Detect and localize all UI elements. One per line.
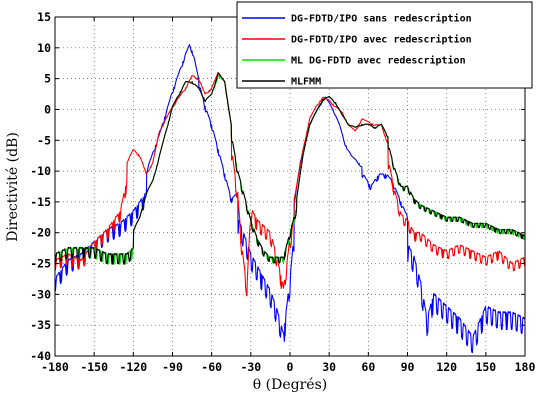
legend: DG-FDTD/IPO sans redescription DG-FDTD/IP… [236,1,533,89]
x-tick-label: 180 [515,360,536,374]
ticks: -180 -150 -120 -90 -60 -30 0 30 60 90 120 150 180151… [30,10,535,374]
y-tick-label: 10 [37,41,51,55]
y-axis-label: Directivité (dB) [5,132,21,242]
legend-label-2: DG-FDTD/IPO avec redescription [291,34,472,46]
x-tick-label: 0 [287,360,294,374]
x-tick-label: -120 [119,360,147,374]
legend-label-4: MLFMM [291,77,321,88]
y-tick-label: 0 [44,102,51,116]
series-line-4 [54,72,526,265]
series-line-2 [54,72,526,297]
legend-box [236,1,533,89]
x-tick-label: 60 [361,360,375,374]
x-axis-label: θ (Degrés) [253,377,327,393]
legend-label-3: ML DG-FDTD avec redescription [291,55,466,67]
y-tick-label: -25 [30,257,51,271]
x-tick-label: -180 [41,360,69,374]
y-tick-label: 15 [37,10,51,24]
y-tick-label: -15 [30,195,51,209]
x-tick-label: 150 [475,360,496,374]
y-tick-label: 5 [44,72,51,86]
series-line-1 [54,44,526,354]
y-tick-label: -20 [30,226,51,240]
y-tick-label: -5 [37,133,51,147]
series-layer [54,44,526,354]
x-tick-label: -90 [162,360,183,374]
x-tick-label: -30 [240,360,261,374]
x-tick-label: -60 [201,360,222,374]
x-tick-label: 90 [401,360,415,374]
x-tick-label: 120 [436,360,457,374]
y-tick-label: -40 [30,349,51,363]
legend-label-1: DG-FDTD/IPO sans redescription [291,13,472,25]
x-tick-label: 30 [322,360,336,374]
y-tick-label: -10 [30,164,51,178]
x-tick-label: -150 [80,360,108,374]
y-tick-label: -30 [30,287,51,301]
y-tick-label: -35 [30,318,51,332]
